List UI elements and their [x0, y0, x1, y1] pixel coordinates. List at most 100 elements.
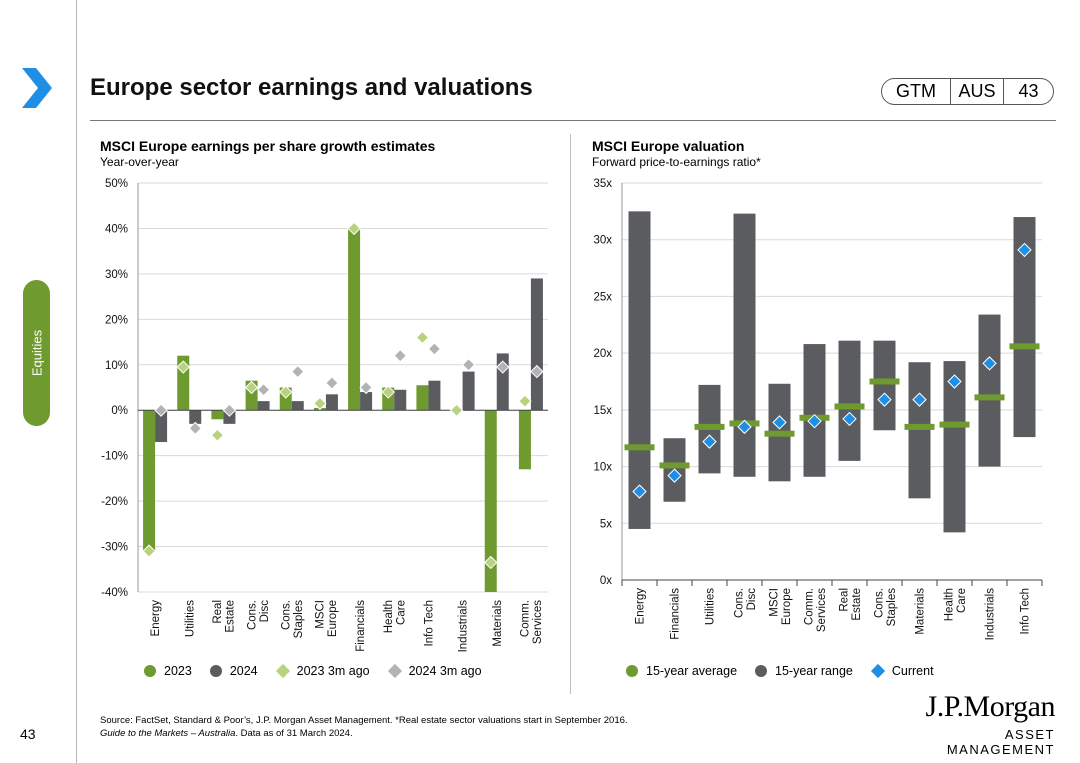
- bar-2023: [518, 410, 531, 470]
- y-tick-label: 15x: [593, 405, 612, 417]
- x-tick-line: Energy: [150, 600, 162, 637]
- x-tick-line: Europe: [781, 588, 793, 625]
- jpmorgan-logo: J.P.Morgan ASSET MANAGEMENT: [900, 690, 1056, 757]
- x-tick-line: Staples: [886, 588, 898, 627]
- x-tick-line: Estate: [225, 600, 237, 633]
- legend-swatch-2024: [209, 665, 222, 677]
- x-tick-line: Services: [816, 588, 828, 632]
- average-marker: [974, 394, 1005, 401]
- range-bar: [803, 344, 826, 477]
- diamond-2023-3m-ago: [518, 394, 532, 408]
- y-tick-label: 40%: [105, 223, 128, 235]
- x-tick-line: Info Tech: [423, 600, 435, 646]
- current-diamond: [912, 392, 927, 407]
- eps-chart-title: MSCI Europe earnings per share growth es…: [100, 138, 436, 154]
- diamond-2023-3m-ago: [244, 380, 259, 395]
- range-bar: [733, 213, 756, 477]
- diamond-2024-3m-ago: [188, 421, 202, 436]
- diamond-2023-3m-ago: [415, 330, 430, 345]
- diamond-2024-3m-ago: [461, 358, 476, 372]
- badge-region: AUS: [951, 79, 1004, 104]
- diamond-2024-3m-ago: [427, 342, 442, 356]
- diamond-2023-3m-ago: [142, 544, 156, 558]
- y-tick-label: 10%: [105, 360, 128, 372]
- range-bar: [1013, 217, 1036, 438]
- x-tick-line: Care: [956, 588, 968, 613]
- bar-2024: [428, 380, 441, 411]
- bar-2024: [155, 410, 168, 443]
- bar-2023: [348, 228, 361, 411]
- y-tick-label: -20%: [101, 496, 128, 508]
- average-marker: [659, 462, 690, 469]
- diamond-2023-3m-ago: [484, 555, 498, 570]
- pe-chart-title: MSCI Europe valuation: [592, 138, 745, 154]
- current-diamond: [947, 374, 962, 389]
- legend-item-2023-3m: 2023 3m ago: [275, 663, 370, 679]
- y-tick-label: 30%: [105, 269, 128, 281]
- chevron-right-icon: [22, 68, 52, 108]
- x-tick-label: RealEstate: [212, 600, 237, 633]
- source-note: Source: FactSet, Standard & Poor’s, J.P.…: [100, 714, 628, 740]
- range-bar: [628, 211, 651, 529]
- legend-item-average: 15-year average: [626, 664, 737, 678]
- badge-gtm: GTM: [882, 79, 951, 104]
- average-marker: [834, 403, 865, 410]
- source-guide-title: Guide to the Markets – Australia: [100, 728, 236, 739]
- page-title: Europe sector earnings and valuations: [90, 74, 533, 101]
- legend-item-2024-3m: 2024 3m ago: [387, 663, 482, 679]
- pe-valuation-chart: 35x 30x 25x 20x 15x 10x 5x 0x Energy Financials Ut…: [593, 178, 1043, 640]
- range-bar: [978, 314, 1001, 467]
- x-tick-label: Materials: [492, 600, 504, 647]
- x-tick-line: Health: [943, 588, 955, 621]
- x-tick-label: Financials: [670, 588, 682, 640]
- bar-2023: [484, 410, 497, 592]
- x-tick-line: Utilities: [705, 588, 717, 625]
- y-tick-label: -30%: [101, 542, 128, 554]
- x-tick-line: Care: [396, 600, 408, 625]
- legend-swatch-current: [870, 663, 885, 679]
- current-diamond: [1017, 242, 1032, 258]
- y-tick-label: 10x: [593, 462, 612, 474]
- source-line-1: Source: FactSet, Standard & Poor’s, J.P.…: [100, 715, 628, 726]
- legend-item-current: Current: [870, 663, 934, 679]
- y-tick-label: 20x: [593, 348, 612, 360]
- x-tick-line: Disc: [259, 600, 271, 623]
- y-tick-label: 0x: [600, 575, 612, 587]
- x-tick-label: Energy: [635, 588, 647, 625]
- current-diamond: [982, 356, 997, 371]
- x-tick-label: Cons.Staples: [281, 600, 306, 639]
- logo-subtitle: ASSET MANAGEMENT: [946, 727, 1055, 757]
- x-tick-label: Info Tech: [423, 600, 435, 646]
- x-tick-line: Cons.: [733, 588, 745, 618]
- y-tick-label: 25x: [593, 291, 612, 303]
- x-tick-label: HealthCare: [943, 588, 968, 621]
- x-tick-label: MSCIEurope: [768, 588, 793, 625]
- x-tick-label: Industrials: [458, 600, 470, 653]
- legend-label-2024: 2024: [229, 664, 258, 678]
- x-tick-label: HealthCare: [383, 600, 408, 633]
- x-tick-line: Real: [838, 588, 850, 612]
- legend-label-2024-3m: 2024 3m ago: [408, 664, 482, 678]
- x-tick-line: Real: [212, 600, 224, 624]
- logo-wordmark: J.P.Morgan: [925, 690, 1056, 723]
- x-tick-line: Industrials: [458, 600, 470, 653]
- y-tick-label: 5x: [600, 518, 612, 530]
- y-tick-label: -10%: [101, 451, 128, 463]
- average-marker: [904, 423, 935, 430]
- x-tick-line: Financials: [355, 600, 367, 652]
- bar-2024: [325, 394, 338, 411]
- range-bar: [943, 361, 966, 533]
- eps-growth-chart: 50% 40% 30% 20% 10% 0% -10% -20% -30% -40% Energy U…: [101, 178, 548, 653]
- legend-label-average: 15-year average: [646, 664, 738, 678]
- diamond-2024-3m-ago: [256, 383, 271, 397]
- current-diamond: [842, 411, 857, 427]
- gtm-badge: GTM AUS 43: [881, 78, 1054, 105]
- x-tick-line: Utilities: [184, 600, 196, 637]
- legend-item-2023: 2023: [144, 664, 192, 678]
- bar-2024: [360, 392, 373, 411]
- current-diamond: [807, 413, 822, 429]
- section-tab-equities[interactable]: Equities: [23, 280, 50, 426]
- page-number: 43: [20, 726, 36, 742]
- current-diamond: [632, 484, 647, 499]
- current-diamond: [772, 415, 787, 430]
